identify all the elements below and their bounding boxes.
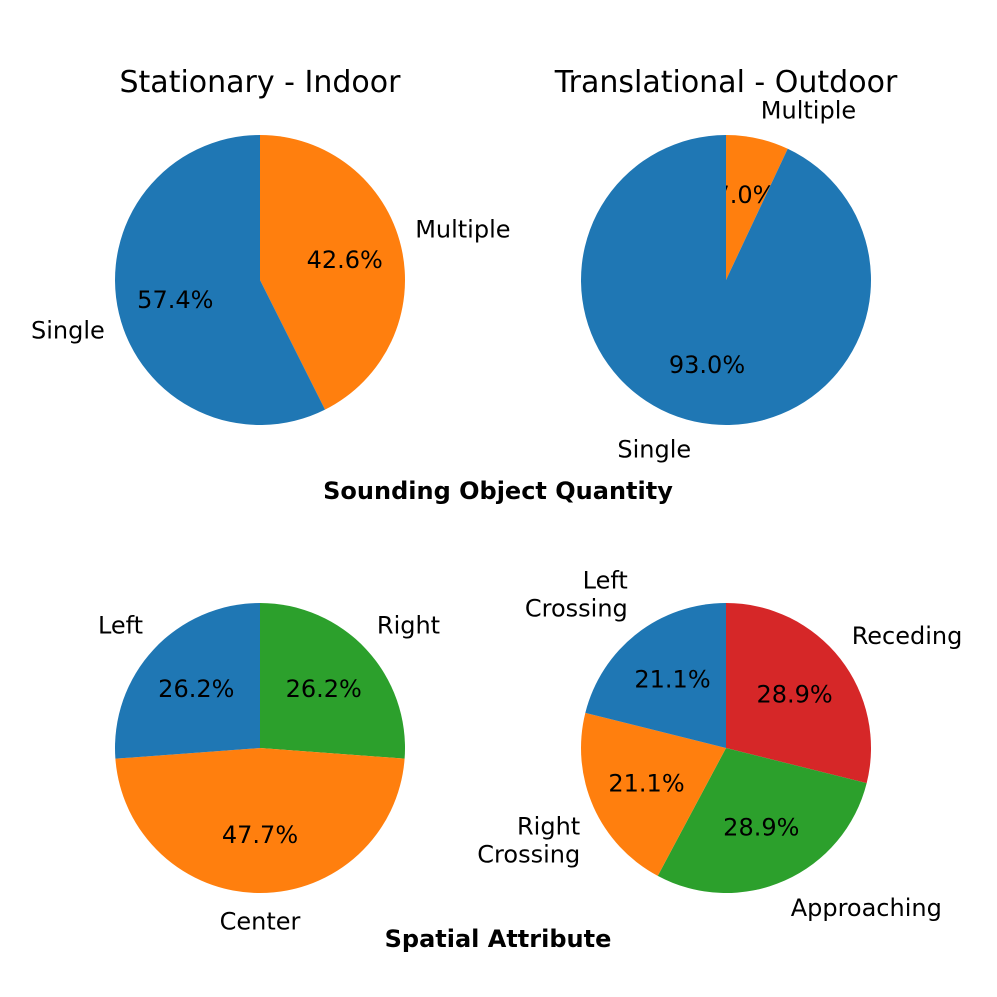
slice-percent-right: 26.2% [286,675,362,703]
slice-label-left-crossing: Left Crossing [525,566,628,622]
slice-percent-single: 93.0% [669,351,745,379]
slice-percent-right-crossing: 21.1% [608,769,684,797]
pie-slice-multiple [726,135,788,280]
pie-slice-center [115,748,405,894]
pie-slice-right-crossing [580,712,726,876]
pie-chart-2: Translational - Outdoor7.0%Multiple93.0%… [554,65,898,464]
pie-slice-approaching [657,748,867,893]
section-title-quantity: Sounding Object Quantity [323,477,673,505]
pie-slice-receding [726,603,872,784]
chart-title: Translational - Outdoor [554,65,898,100]
pie-slice-single [581,135,872,425]
slice-percent-left-crossing: 21.1% [634,665,710,693]
slice-percent-multiple: 42.6% [307,246,383,274]
pie-slice-single [115,135,326,425]
slice-label-multiple: Multiple [761,96,856,124]
pie-slice-left [114,602,260,759]
chart-title: Stationary - Indoor [120,65,402,100]
pie-slice-left-crossing [585,603,726,748]
slice-percent-center: 47.7% [222,821,298,849]
slice-percent-receding: 28.9% [756,681,832,709]
slice-label-center: Center [220,908,301,936]
pie-chart-1: Stationary - Indoor 42.6% Multiple 57.4% Sin… [31,65,511,425]
pie-slice-multiple [260,135,406,410]
slice-label-receding: Receding [852,622,963,650]
pie-chart-3: 26.2% Right 47.7% Center 26.2% Left [98,602,440,936]
slice-label-right: Right [377,612,440,640]
slice-label-right-crossing: Right Crossing [477,813,580,869]
pie-slice-right [260,602,406,759]
slice-label-single: Single [31,317,105,345]
pie-chart-4: 28.9% Receding 28.9% Approaching 21.1% Right C… [477,566,962,922]
slice-percent-approaching: 28.9% [723,814,799,842]
slice-percent-single: 57.4% [137,286,213,314]
section-title-spatial: Spatial Attribute [385,925,612,953]
slice-label-left: Left [98,612,143,640]
slice-label-multiple: Multiple [415,215,510,243]
slice-label-approaching: Approaching [791,894,942,922]
slice-percent-left: 26.2% [158,675,234,703]
slice-label-single: Single [617,436,691,464]
